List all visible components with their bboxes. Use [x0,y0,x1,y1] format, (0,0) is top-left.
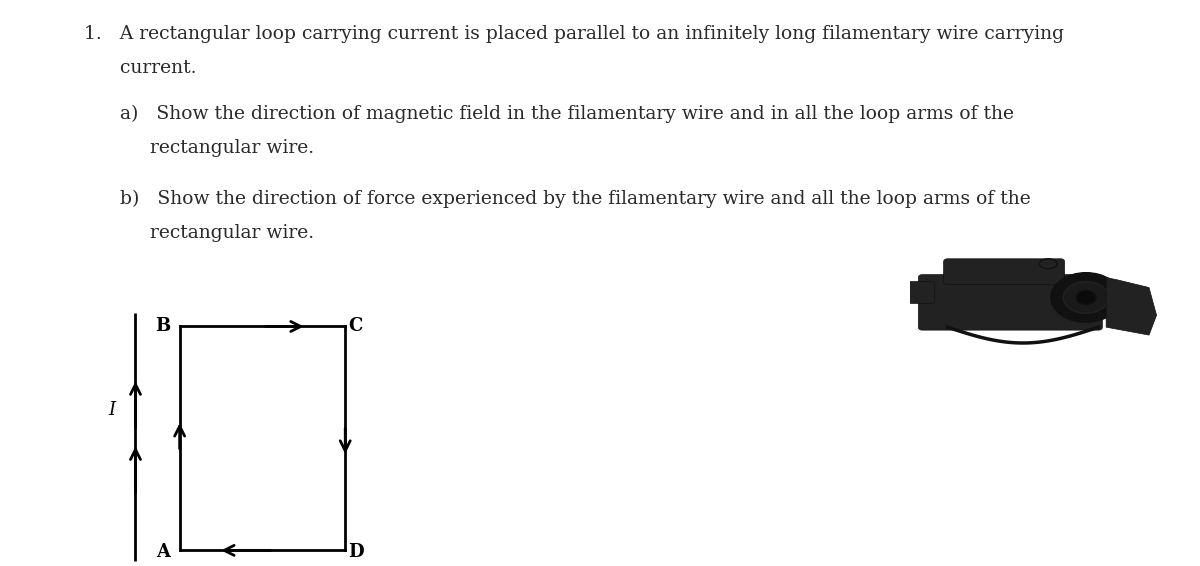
Text: rectangular wire.: rectangular wire. [84,224,314,242]
FancyBboxPatch shape [943,259,1064,285]
FancyBboxPatch shape [900,282,935,303]
Ellipse shape [1076,290,1096,305]
Polygon shape [1106,278,1157,335]
Text: D: D [348,543,364,561]
Text: rectangular wire.: rectangular wire. [84,139,314,157]
Ellipse shape [1051,273,1121,322]
Text: C: C [348,318,362,336]
Text: 1.   A rectangular loop carrying current is placed parallel to an infinitely lon: 1. A rectangular loop carrying current i… [84,25,1064,44]
Text: B: B [155,318,170,336]
Ellipse shape [1063,281,1109,314]
Text: I: I [108,401,115,419]
Text: a)   Show the direction of magnetic field in the filamentary wire and in all the: a) Show the direction of magnetic field … [84,105,1014,123]
FancyBboxPatch shape [918,275,1103,330]
Text: A: A [156,543,170,561]
Ellipse shape [1039,259,1057,269]
Text: b)   Show the direction of force experienced by the filamentary wire and all the: b) Show the direction of force experienc… [84,190,1031,208]
Text: current.: current. [84,59,197,78]
